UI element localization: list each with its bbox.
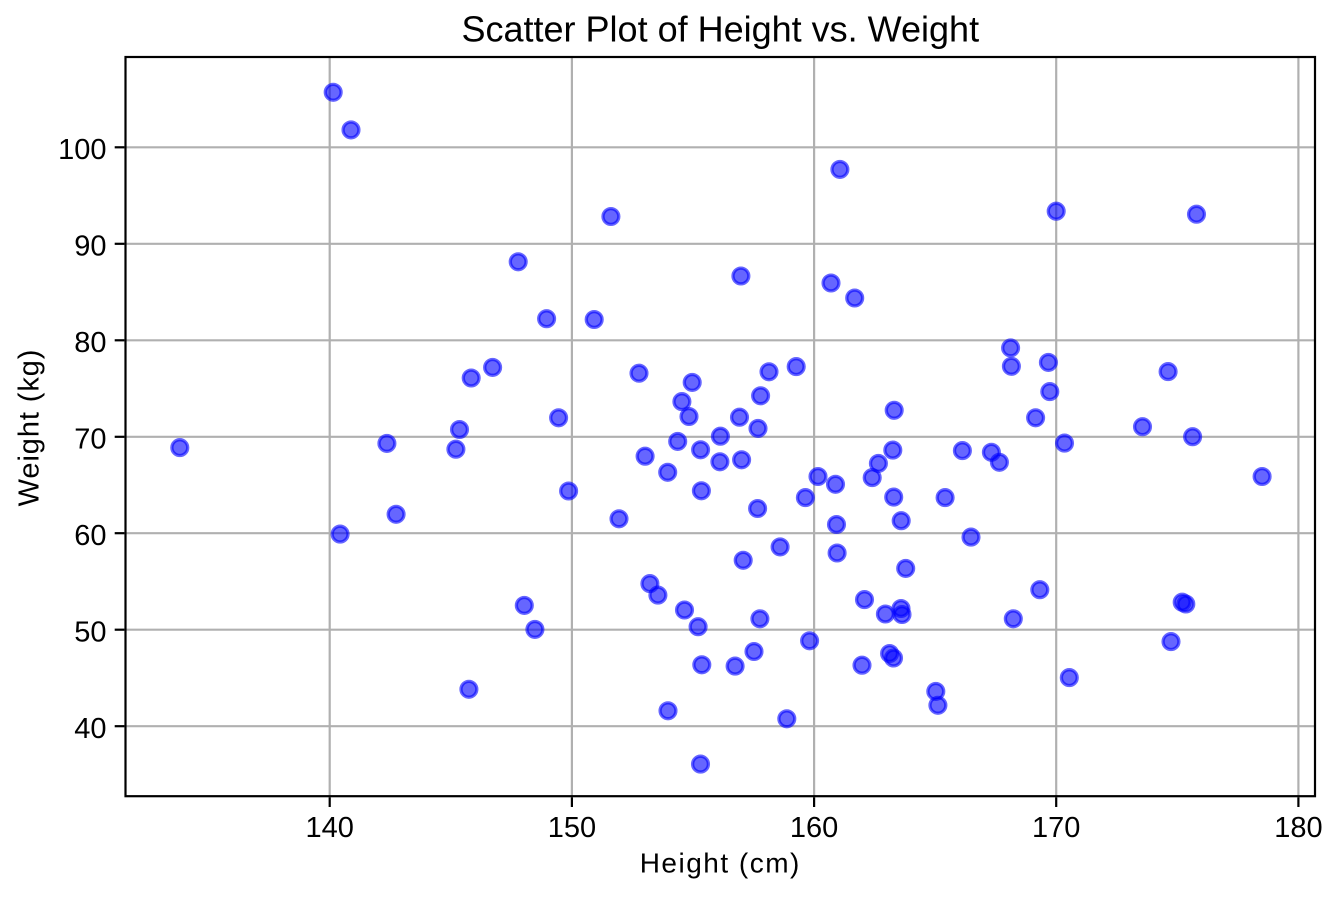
svg-text:90: 90: [74, 231, 106, 263]
svg-text:140: 140: [306, 812, 354, 844]
svg-text:160: 160: [790, 812, 838, 844]
svg-text:70: 70: [74, 424, 106, 456]
svg-text:60: 60: [74, 520, 106, 552]
svg-text:50: 50: [74, 617, 106, 649]
svg-text:80: 80: [74, 327, 106, 359]
svg-text:170: 170: [1032, 812, 1080, 844]
svg-text:Scatter Plot of Height vs. Wei: Scatter Plot of Height vs. Weight: [462, 9, 980, 50]
svg-text:Weight (kg): Weight (kg): [14, 349, 46, 507]
svg-text:100: 100: [58, 134, 106, 166]
svg-text:180: 180: [1274, 812, 1322, 844]
svg-text:Height (cm): Height (cm): [640, 848, 801, 879]
svg-text:150: 150: [548, 812, 596, 844]
svg-text:40: 40: [74, 713, 106, 745]
